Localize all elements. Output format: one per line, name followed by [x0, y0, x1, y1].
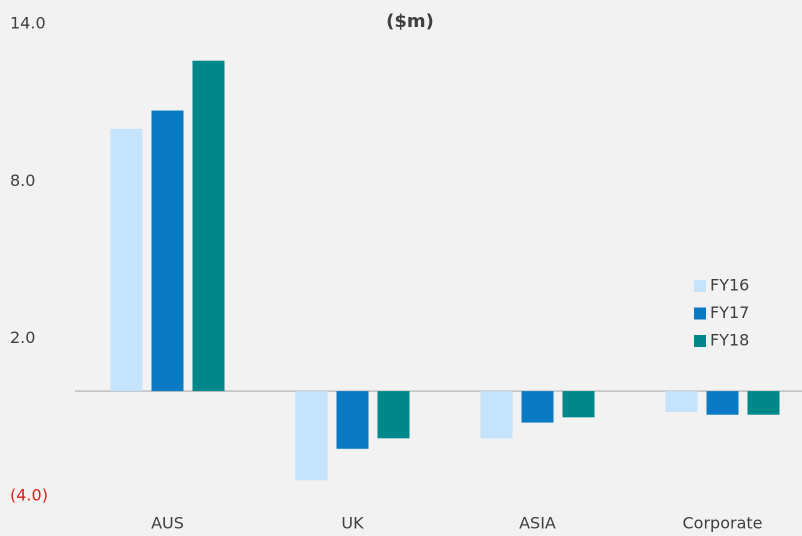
y-tick-label: 2.0 [10, 328, 35, 347]
bar [295, 391, 328, 481]
bar [377, 391, 410, 439]
bar [665, 391, 698, 413]
x-tick-label: UK [341, 514, 364, 533]
bar [706, 391, 739, 415]
legend-label: FY16 [710, 276, 749, 295]
y-tick-label: 14.0 [10, 14, 46, 33]
bar [521, 391, 554, 423]
y-tick-label: (4.0) [10, 486, 48, 505]
bar [562, 391, 595, 418]
bar [151, 110, 184, 392]
chart-title: ($m) [386, 11, 434, 32]
bar [480, 391, 513, 439]
legend-swatch [694, 307, 706, 320]
legend-swatch [694, 280, 706, 292]
x-tick-label: Corporate [683, 514, 763, 533]
bar [747, 391, 780, 415]
bar [336, 391, 369, 449]
legend-label: FY18 [710, 331, 749, 350]
x-tick-label: AUS [151, 514, 184, 533]
bar [192, 60, 225, 392]
bar [110, 128, 143, 392]
legend-label: FY17 [710, 303, 749, 322]
legend-swatch [694, 335, 706, 347]
y-tick-label: 8.0 [10, 171, 35, 190]
x-tick-label: ASIA [519, 514, 556, 533]
